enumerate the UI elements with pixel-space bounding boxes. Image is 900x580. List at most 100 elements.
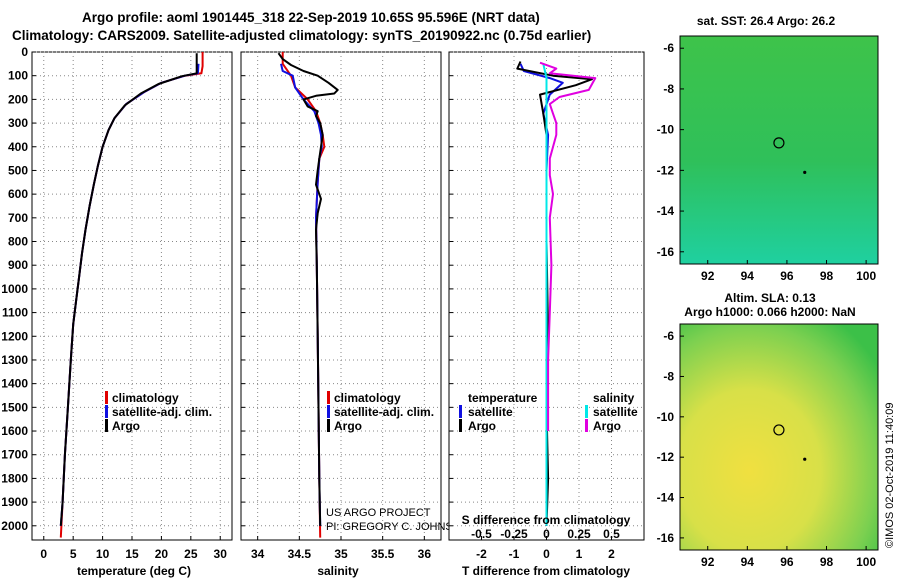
s-difference-tick-label: -0.5 <box>471 527 492 541</box>
difference-legend-temperature: temperature satellite Argo <box>459 391 538 433</box>
depth-tick-label: 1100 <box>2 306 28 320</box>
map-lon-tick-label: 100 <box>856 269 876 283</box>
legend-swatch-s-satellite <box>585 405 588 418</box>
salinity-legend: climatology satellite-adj. clim. Argo <box>327 391 434 433</box>
series-line-s-satellite <box>542 63 548 526</box>
x-tick-labels: -2 -1 0 1 2 <box>476 547 615 561</box>
legend-label-s-argo: Argo <box>593 419 621 433</box>
temperature-panel: 0 5 10 15 20 25 30 climatology satellite-adj. … <box>31 51 233 578</box>
float-position-marker <box>773 137 785 149</box>
legend-label-t-argo: Argo <box>468 419 496 433</box>
map-lat-tick-label: -16 <box>657 531 675 545</box>
map-lon-tick-label: 98 <box>820 269 834 283</box>
map-lon-tick-label: 92 <box>701 269 715 283</box>
s-difference-label: S difference from climatology <box>462 513 631 527</box>
sla-map-field <box>679 323 879 551</box>
figure-title-line-1: Argo profile: aoml 1901445_318 22-Sep-20… <box>82 10 540 25</box>
map-lon-tick-label: 96 <box>780 555 794 569</box>
x-tick-label: 25 <box>184 547 198 561</box>
series-line-argo <box>59 53 198 526</box>
legend-label-satellite: satellite-adj. clim. <box>334 405 434 419</box>
map-lat-tick-label: -10 <box>657 410 675 424</box>
series-lines <box>516 61 597 526</box>
sla-map: Altim. SLA: 0.13 Argo h1000: 0.066 h2000… <box>657 291 879 569</box>
legend-label-argo: Argo <box>334 419 362 433</box>
depth-tick-label: 1400 <box>1 377 28 391</box>
legend-swatch-satellite <box>105 405 108 418</box>
t-difference-label: T difference from climatology <box>462 564 630 578</box>
x-tick-label: 2 <box>608 547 615 561</box>
difference-panel: -2 -1 0 1 2 -0.5 -0.25 0 0.25 0.5 temperature sa… <box>448 51 645 578</box>
map-lon-tick-label: 94 <box>741 269 755 283</box>
map-ticks: -6 -8 -10 -12 -14 -16 92 94 96 98 100 <box>657 41 877 283</box>
difference-legend-salinity: salinity satellite Argo <box>585 391 638 433</box>
x-tick-label: 34.5 <box>288 547 312 561</box>
legend-label-s-satellite: satellite <box>593 405 638 419</box>
salinity-panel: 34 34.5 35 35.5 36 climatology satellite-adj… <box>240 51 469 578</box>
map-lon-tick-label: 94 <box>741 555 755 569</box>
series-line-s-argo <box>539 61 597 431</box>
series-lines <box>277 52 339 538</box>
map-lat-tick-label: -14 <box>657 204 675 218</box>
x-tick-labels: 0 5 10 15 20 25 30 <box>40 547 227 561</box>
legend-swatch-s-argo <box>585 419 588 432</box>
depth-tick-label: 2000 <box>1 519 28 533</box>
map-lat-tick-label: -8 <box>663 369 674 383</box>
depth-tick-label: 1500 <box>1 400 28 414</box>
sst-map-title: sat. SST: 26.4 Argo: 26.2 <box>697 14 836 28</box>
track-point <box>803 457 807 461</box>
grid-lines <box>32 51 232 540</box>
depth-tick-label: 400 <box>8 140 28 154</box>
depth-tick-label: 1600 <box>1 424 28 438</box>
x-tick-label: 34 <box>251 547 265 561</box>
x-tick-label: -2 <box>476 547 487 561</box>
grid-lines <box>241 51 441 540</box>
legend-swatch-argo <box>105 419 108 432</box>
legend-swatch-argo <box>327 419 330 432</box>
x-tick-label: 1 <box>576 547 583 561</box>
sla-map-title-1: Altim. SLA: 0.13 <box>724 291 816 305</box>
map-lat-tick-label: -16 <box>657 245 675 259</box>
x-tick-label: 10 <box>96 547 110 561</box>
legend-label-climatology: climatology <box>334 391 401 405</box>
x-tick-label: 20 <box>155 547 169 561</box>
x-tick-label: 35.5 <box>371 547 395 561</box>
map-lon-tick-label: 100 <box>856 555 876 569</box>
x-tick-label: 35 <box>334 547 348 561</box>
temperature-xlabel: temperature (deg C) <box>77 564 191 578</box>
depth-tick-label: 1300 <box>1 353 28 367</box>
depth-tick-labels: 0 100 200 300 400 500 600 700 800 900 1000 1100 1200… <box>1 45 28 533</box>
project-credit: US ARGO PROJECT <box>326 507 431 519</box>
legend-title-salinity: salinity <box>593 391 635 405</box>
legend-swatch-t-satellite <box>459 405 462 418</box>
x-tick-label: 30 <box>214 547 228 561</box>
depth-tick-label: 1700 <box>1 448 28 462</box>
s-difference-tick-label: 0 <box>543 527 550 541</box>
s-difference-tick-labels: -0.5 -0.25 0 0.25 0.5 <box>471 527 620 541</box>
map-lon-tick-label: 98 <box>820 555 834 569</box>
depth-tick-label: 800 <box>8 235 28 249</box>
x-tick-label: 0 <box>543 547 550 561</box>
sst-map: sat. SST: 26.4 Argo: 26.2 -6-8-10-12-14-… <box>657 14 879 283</box>
legend-label-climatology: climatology <box>112 391 179 405</box>
x-tick-label: 0 <box>40 547 47 561</box>
depth-tick-label: 1000 <box>1 282 28 296</box>
sst-map-field <box>679 35 879 265</box>
legend-label-argo: Argo <box>112 419 140 433</box>
legend-swatch-climatology <box>327 391 330 404</box>
salinity-xlabel: salinity <box>317 564 359 578</box>
depth-tick-label: 0 <box>21 45 28 59</box>
map-lat-tick-label: -14 <box>657 491 675 505</box>
series-line-argo <box>277 52 339 526</box>
map-lat-tick-label: -6 <box>663 41 674 55</box>
map-lon-tick-label: 96 <box>780 269 794 283</box>
legend-swatch-t-argo <box>459 419 462 432</box>
map-lat-tick-label: -12 <box>657 450 675 464</box>
map-lat-tick-label: -12 <box>657 163 675 177</box>
depth-tick-label: 600 <box>8 187 28 201</box>
legend-title-temperature: temperature <box>468 391 538 405</box>
track-point <box>803 170 807 174</box>
pi-credit: PI: GREGORY C. JOHNSON <box>326 521 469 533</box>
map-lat-tick-label: -8 <box>663 82 674 96</box>
